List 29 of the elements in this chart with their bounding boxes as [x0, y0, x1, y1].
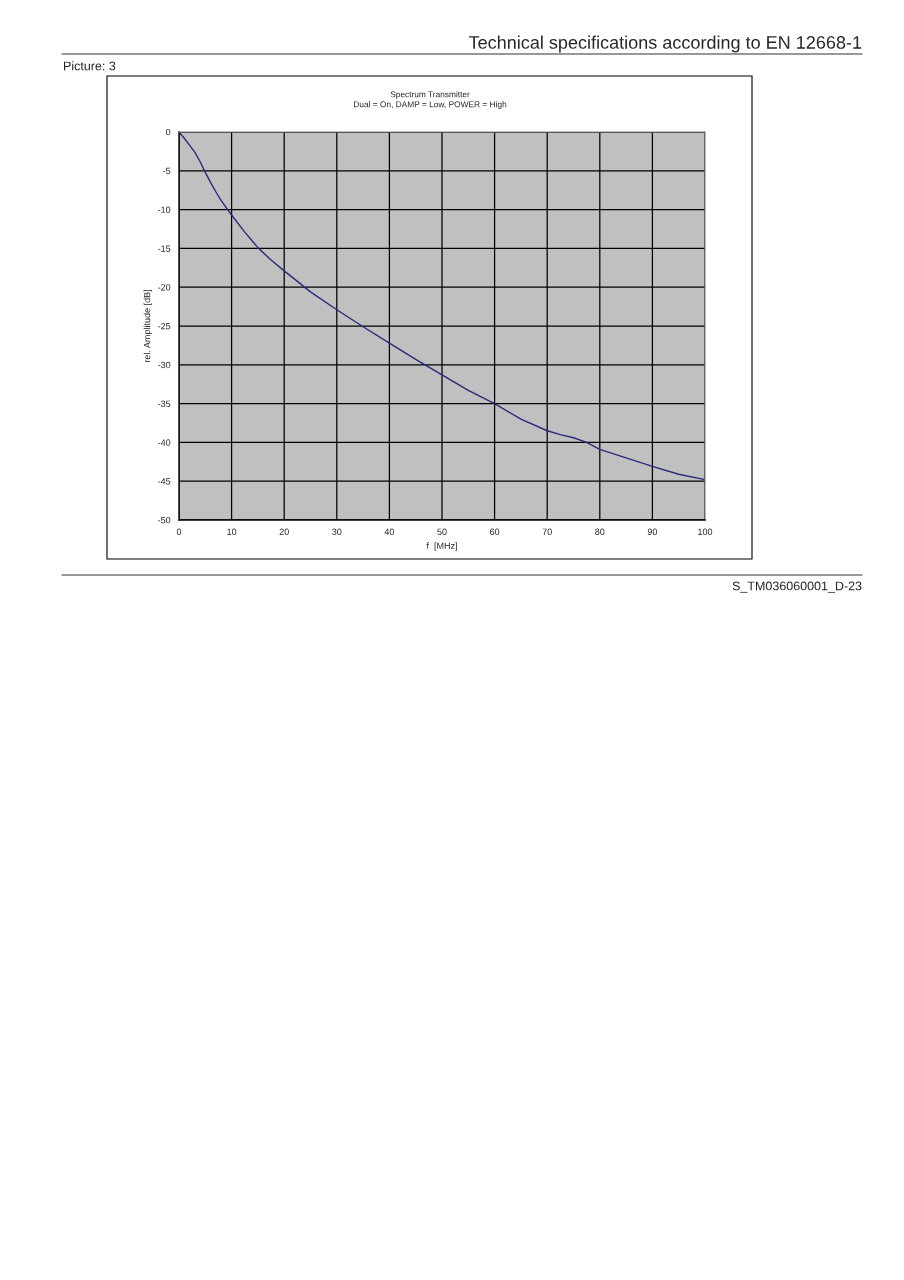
y-tick-label: -10: [158, 206, 171, 213]
y-tick-label: -35: [158, 400, 171, 407]
x-tick-label: 80: [595, 528, 605, 535]
y-axis-title: rel. Amplitude [dB]: [143, 290, 153, 363]
y-tick-label: -50: [158, 516, 171, 524]
y-tick-label: -15: [158, 245, 171, 252]
y-tick-label: -20: [158, 284, 171, 291]
y-tick-label: -45: [158, 478, 171, 485]
text: Technical specifications according to EN 12668-1: [469, 35, 862, 53]
x-tick-label: 30: [332, 528, 342, 535]
y-tick-label: -30: [158, 361, 171, 369]
x-tick-label: 100: [698, 528, 713, 535]
x-tick-label: 50: [437, 528, 447, 535]
x-tick-label: 70: [542, 528, 552, 535]
y-tick-label: -40: [158, 439, 171, 446]
y-tick-label: -5: [163, 167, 171, 175]
text: Picture: 3: [64, 61, 116, 71]
x-tick-label: 90: [647, 528, 658, 535]
x-axis-title: f [MHz]: [426, 542, 457, 551]
x-tick-label: 10: [227, 528, 237, 535]
chart-subtitle: Dual = On, DAMP = Low, POWER = High: [353, 101, 507, 109]
x-tick-label: 0: [176, 528, 182, 535]
y-tick-label: -25: [158, 322, 171, 330]
x-tick-label: 40: [384, 528, 395, 535]
x-tick-label: 60: [490, 528, 500, 535]
x-tick-label: 20: [279, 528, 289, 535]
chart-title: Spectrum Transmitter: [390, 91, 470, 99]
y-tick-label: 0: [166, 128, 171, 136]
text: S_TM036060001_D-23: [732, 581, 862, 593]
